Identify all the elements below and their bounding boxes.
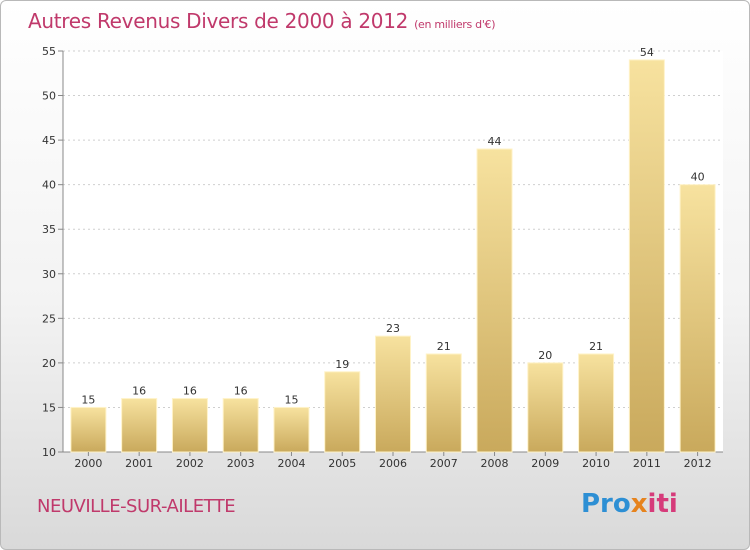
bar xyxy=(425,353,462,453)
proxiti-logo: Proxiti xyxy=(581,489,678,519)
bar xyxy=(121,398,158,453)
bar xyxy=(527,362,564,453)
bar xyxy=(628,59,665,453)
y-tick-label: 55 xyxy=(42,45,56,58)
bar-value-label: 23 xyxy=(386,322,400,335)
x-tick-label: 2002 xyxy=(176,457,204,470)
x-tick-label: 2001 xyxy=(125,457,153,470)
y-tick-label: 45 xyxy=(42,134,56,147)
location-label: NEUVILLE-SUR-AILETTE xyxy=(37,496,236,517)
bar-value-label: 40 xyxy=(691,171,705,184)
bar xyxy=(70,406,107,453)
chart-title: Autres Revenus Divers de 2000 à 2012 (en … xyxy=(28,9,496,33)
title-unit: (en milliers d'€) xyxy=(414,18,496,31)
bar-value-label: 16 xyxy=(234,385,248,398)
bar-value-label: 54 xyxy=(640,46,654,59)
x-tick-label: 2005 xyxy=(328,457,356,470)
y-tick-label: 25 xyxy=(42,312,56,325)
bar-value-label: 21 xyxy=(437,340,451,353)
logo-part-2: x xyxy=(630,489,648,519)
bar-value-label: 44 xyxy=(488,135,502,148)
bar xyxy=(273,406,310,453)
x-tick-label: 2008 xyxy=(481,457,509,470)
y-tick-label: 30 xyxy=(42,268,56,281)
bar xyxy=(375,335,411,453)
x-tick-label: 2012 xyxy=(684,457,712,470)
bar xyxy=(324,371,361,453)
bar-value-label: 16 xyxy=(132,385,146,398)
y-tick-label: 40 xyxy=(42,179,56,192)
y-tick-label: 20 xyxy=(42,357,56,370)
x-tick-label: 2006 xyxy=(379,457,407,470)
x-tick-label: 2007 xyxy=(430,457,458,470)
y-tick-label: 15 xyxy=(42,401,56,414)
logo-part-3: iti xyxy=(647,489,678,519)
title-main: Autres Revenus Divers de 2000 à 2012 xyxy=(28,9,409,33)
y-tick-label: 10 xyxy=(42,446,56,459)
x-tick-label: 2010 xyxy=(582,457,610,470)
bar-value-label: 21 xyxy=(589,340,603,353)
y-tick-label: 50 xyxy=(42,90,56,103)
bar xyxy=(222,398,259,453)
bar xyxy=(171,398,208,453)
x-tick-label: 2000 xyxy=(74,457,102,470)
bar-value-label: 16 xyxy=(183,385,197,398)
bar-value-label: 15 xyxy=(284,393,298,406)
x-tick-label: 2009 xyxy=(531,457,559,470)
x-tick-label: 2011 xyxy=(633,457,661,470)
bar xyxy=(578,353,615,453)
bar-value-label: 20 xyxy=(538,349,552,362)
bar xyxy=(476,148,513,453)
logo-part-1: Pro xyxy=(581,489,631,519)
bar-value-label: 19 xyxy=(335,358,349,371)
x-tick-label: 2004 xyxy=(277,457,305,470)
y-tick-label: 35 xyxy=(42,223,56,236)
bar xyxy=(679,184,716,453)
bar-value-label: 15 xyxy=(81,393,95,406)
x-tick-label: 2003 xyxy=(227,457,255,470)
